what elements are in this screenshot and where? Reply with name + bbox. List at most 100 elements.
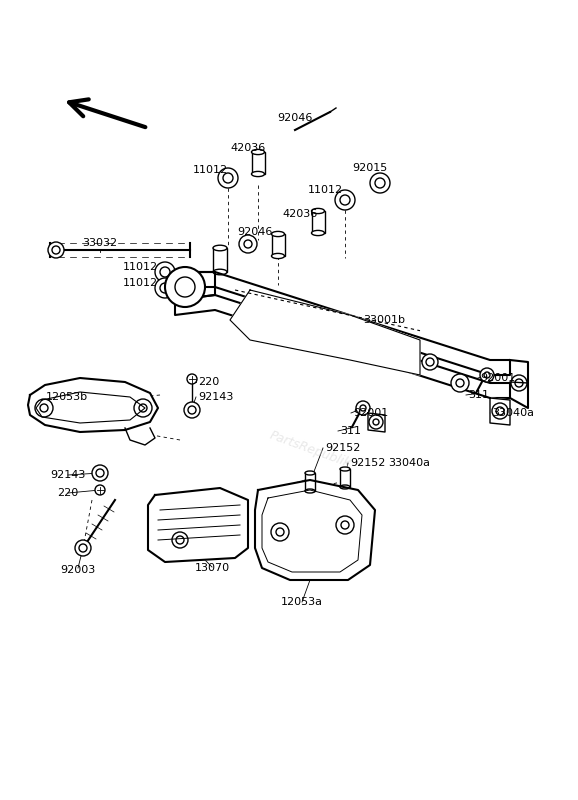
Circle shape	[285, 310, 305, 330]
Circle shape	[370, 173, 390, 193]
Text: 220: 220	[198, 377, 219, 387]
Circle shape	[155, 262, 175, 282]
Bar	[305, 473, 315, 491]
Circle shape	[451, 374, 469, 392]
Bar	[272, 234, 284, 256]
Polygon shape	[125, 428, 155, 445]
Ellipse shape	[251, 150, 265, 154]
Circle shape	[422, 354, 438, 370]
Bar	[312, 211, 324, 233]
Circle shape	[35, 399, 53, 417]
Circle shape	[335, 190, 355, 210]
Circle shape	[276, 528, 284, 536]
Text: 311: 311	[468, 390, 489, 400]
Circle shape	[336, 516, 354, 534]
Circle shape	[223, 173, 233, 183]
Circle shape	[356, 401, 370, 415]
Circle shape	[40, 404, 48, 412]
Polygon shape	[255, 480, 375, 580]
Text: 92143: 92143	[50, 470, 86, 480]
Circle shape	[75, 540, 91, 556]
Text: 13070: 13070	[194, 563, 229, 573]
Text: 92046: 92046	[277, 113, 313, 123]
Polygon shape	[490, 398, 510, 425]
Text: 11012: 11012	[307, 185, 343, 195]
Circle shape	[176, 536, 184, 544]
Ellipse shape	[340, 467, 350, 471]
Circle shape	[456, 379, 464, 387]
Polygon shape	[230, 290, 420, 375]
Text: 33032: 33032	[83, 238, 117, 248]
Circle shape	[134, 399, 152, 417]
Circle shape	[290, 315, 300, 325]
Bar	[340, 469, 350, 487]
Circle shape	[271, 523, 289, 541]
Ellipse shape	[305, 489, 315, 493]
Text: 92143: 92143	[198, 392, 234, 402]
Circle shape	[184, 402, 200, 418]
Polygon shape	[175, 272, 215, 300]
Circle shape	[218, 168, 238, 188]
Text: 11012: 11012	[123, 278, 158, 288]
Ellipse shape	[213, 269, 227, 274]
Circle shape	[48, 242, 64, 258]
Text: 33040a: 33040a	[492, 408, 534, 418]
Circle shape	[172, 532, 188, 548]
Polygon shape	[148, 488, 248, 562]
Bar	[213, 248, 227, 272]
Polygon shape	[510, 360, 528, 408]
Text: 92015: 92015	[353, 163, 388, 173]
Circle shape	[492, 403, 508, 419]
Text: 33040a: 33040a	[388, 458, 430, 468]
Text: 311: 311	[340, 426, 361, 436]
Text: 92003: 92003	[60, 565, 95, 575]
Ellipse shape	[272, 254, 284, 258]
Ellipse shape	[251, 171, 265, 177]
Circle shape	[52, 246, 60, 254]
Circle shape	[155, 278, 175, 298]
Circle shape	[369, 415, 383, 429]
Circle shape	[511, 375, 527, 391]
Ellipse shape	[312, 208, 324, 214]
Circle shape	[426, 358, 434, 366]
Circle shape	[515, 379, 523, 387]
Circle shape	[360, 405, 366, 411]
Ellipse shape	[305, 471, 315, 475]
Circle shape	[480, 368, 494, 382]
Ellipse shape	[272, 231, 284, 237]
Polygon shape	[368, 413, 385, 432]
Circle shape	[165, 267, 205, 307]
Polygon shape	[28, 378, 158, 432]
Circle shape	[187, 374, 197, 384]
Circle shape	[239, 235, 257, 253]
Text: 42036: 42036	[231, 143, 266, 153]
Polygon shape	[175, 272, 510, 375]
Circle shape	[96, 469, 104, 477]
Circle shape	[79, 544, 87, 552]
Circle shape	[92, 465, 108, 481]
Ellipse shape	[213, 245, 227, 250]
Text: 42036: 42036	[283, 209, 318, 219]
Bar	[251, 152, 265, 174]
Text: 11012: 11012	[123, 262, 158, 272]
Circle shape	[496, 407, 504, 415]
Circle shape	[188, 406, 196, 414]
Circle shape	[95, 485, 105, 495]
Circle shape	[244, 240, 252, 248]
Circle shape	[375, 178, 385, 188]
Circle shape	[175, 277, 195, 297]
Circle shape	[484, 372, 490, 378]
Text: 92046: 92046	[238, 227, 273, 237]
Circle shape	[160, 283, 170, 293]
Text: 220: 220	[57, 488, 79, 498]
Text: PartsRepublik: PartsRepublik	[268, 430, 353, 470]
Text: 92001: 92001	[480, 373, 515, 383]
Circle shape	[139, 404, 147, 412]
Circle shape	[160, 267, 170, 277]
Circle shape	[340, 195, 350, 205]
Text: 92152: 92152	[325, 443, 360, 453]
Text: 12053b: 12053b	[46, 392, 88, 402]
Ellipse shape	[340, 485, 350, 489]
Circle shape	[341, 521, 349, 529]
Text: 33001b: 33001b	[363, 315, 405, 325]
